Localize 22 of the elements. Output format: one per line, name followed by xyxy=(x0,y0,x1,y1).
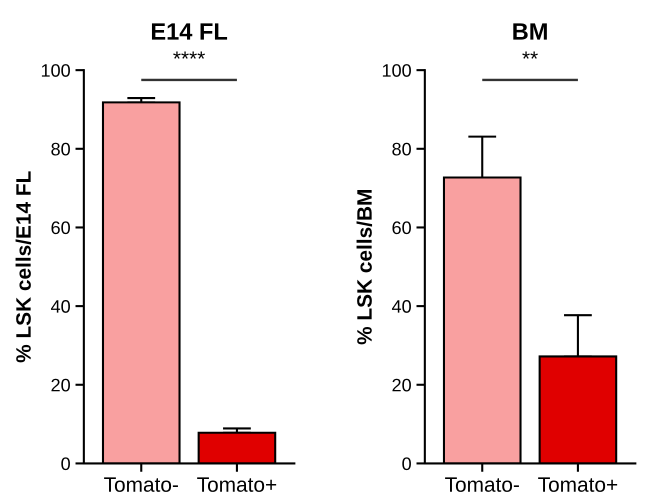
y-tick-label: 80 xyxy=(51,142,70,156)
y-tick-label: 0 xyxy=(61,457,70,470)
y-tick-label: 60 xyxy=(392,221,411,234)
y-axis-title: % LSK cells/BM xyxy=(356,190,372,344)
x-tick-label: Tomato- xyxy=(445,477,519,492)
text: **** xyxy=(173,51,205,59)
y-tick-label: 40 xyxy=(50,300,70,313)
y-tick-label: 40 xyxy=(392,300,411,313)
y-tick-label: 100 xyxy=(382,64,411,77)
chart-title: E14 FL xyxy=(152,23,228,40)
x-tick-label: Tomato- xyxy=(104,477,178,492)
y-tick-label: 80 xyxy=(392,142,411,156)
y-tick-label: 20 xyxy=(51,378,70,392)
chart-title: BM xyxy=(513,23,547,40)
y-axis-title: % LSK cells/E14 FL xyxy=(16,171,32,362)
y-tick-label: 100 xyxy=(42,64,70,77)
x-tick-label: Tomato+ xyxy=(538,477,618,492)
y-tick-label: 60 xyxy=(51,221,70,234)
x-tick-label: Tomato+ xyxy=(197,477,276,492)
y-tick-label: 20 xyxy=(392,378,411,392)
y-tick-label: 0 xyxy=(402,457,411,470)
text: ** xyxy=(522,51,538,59)
